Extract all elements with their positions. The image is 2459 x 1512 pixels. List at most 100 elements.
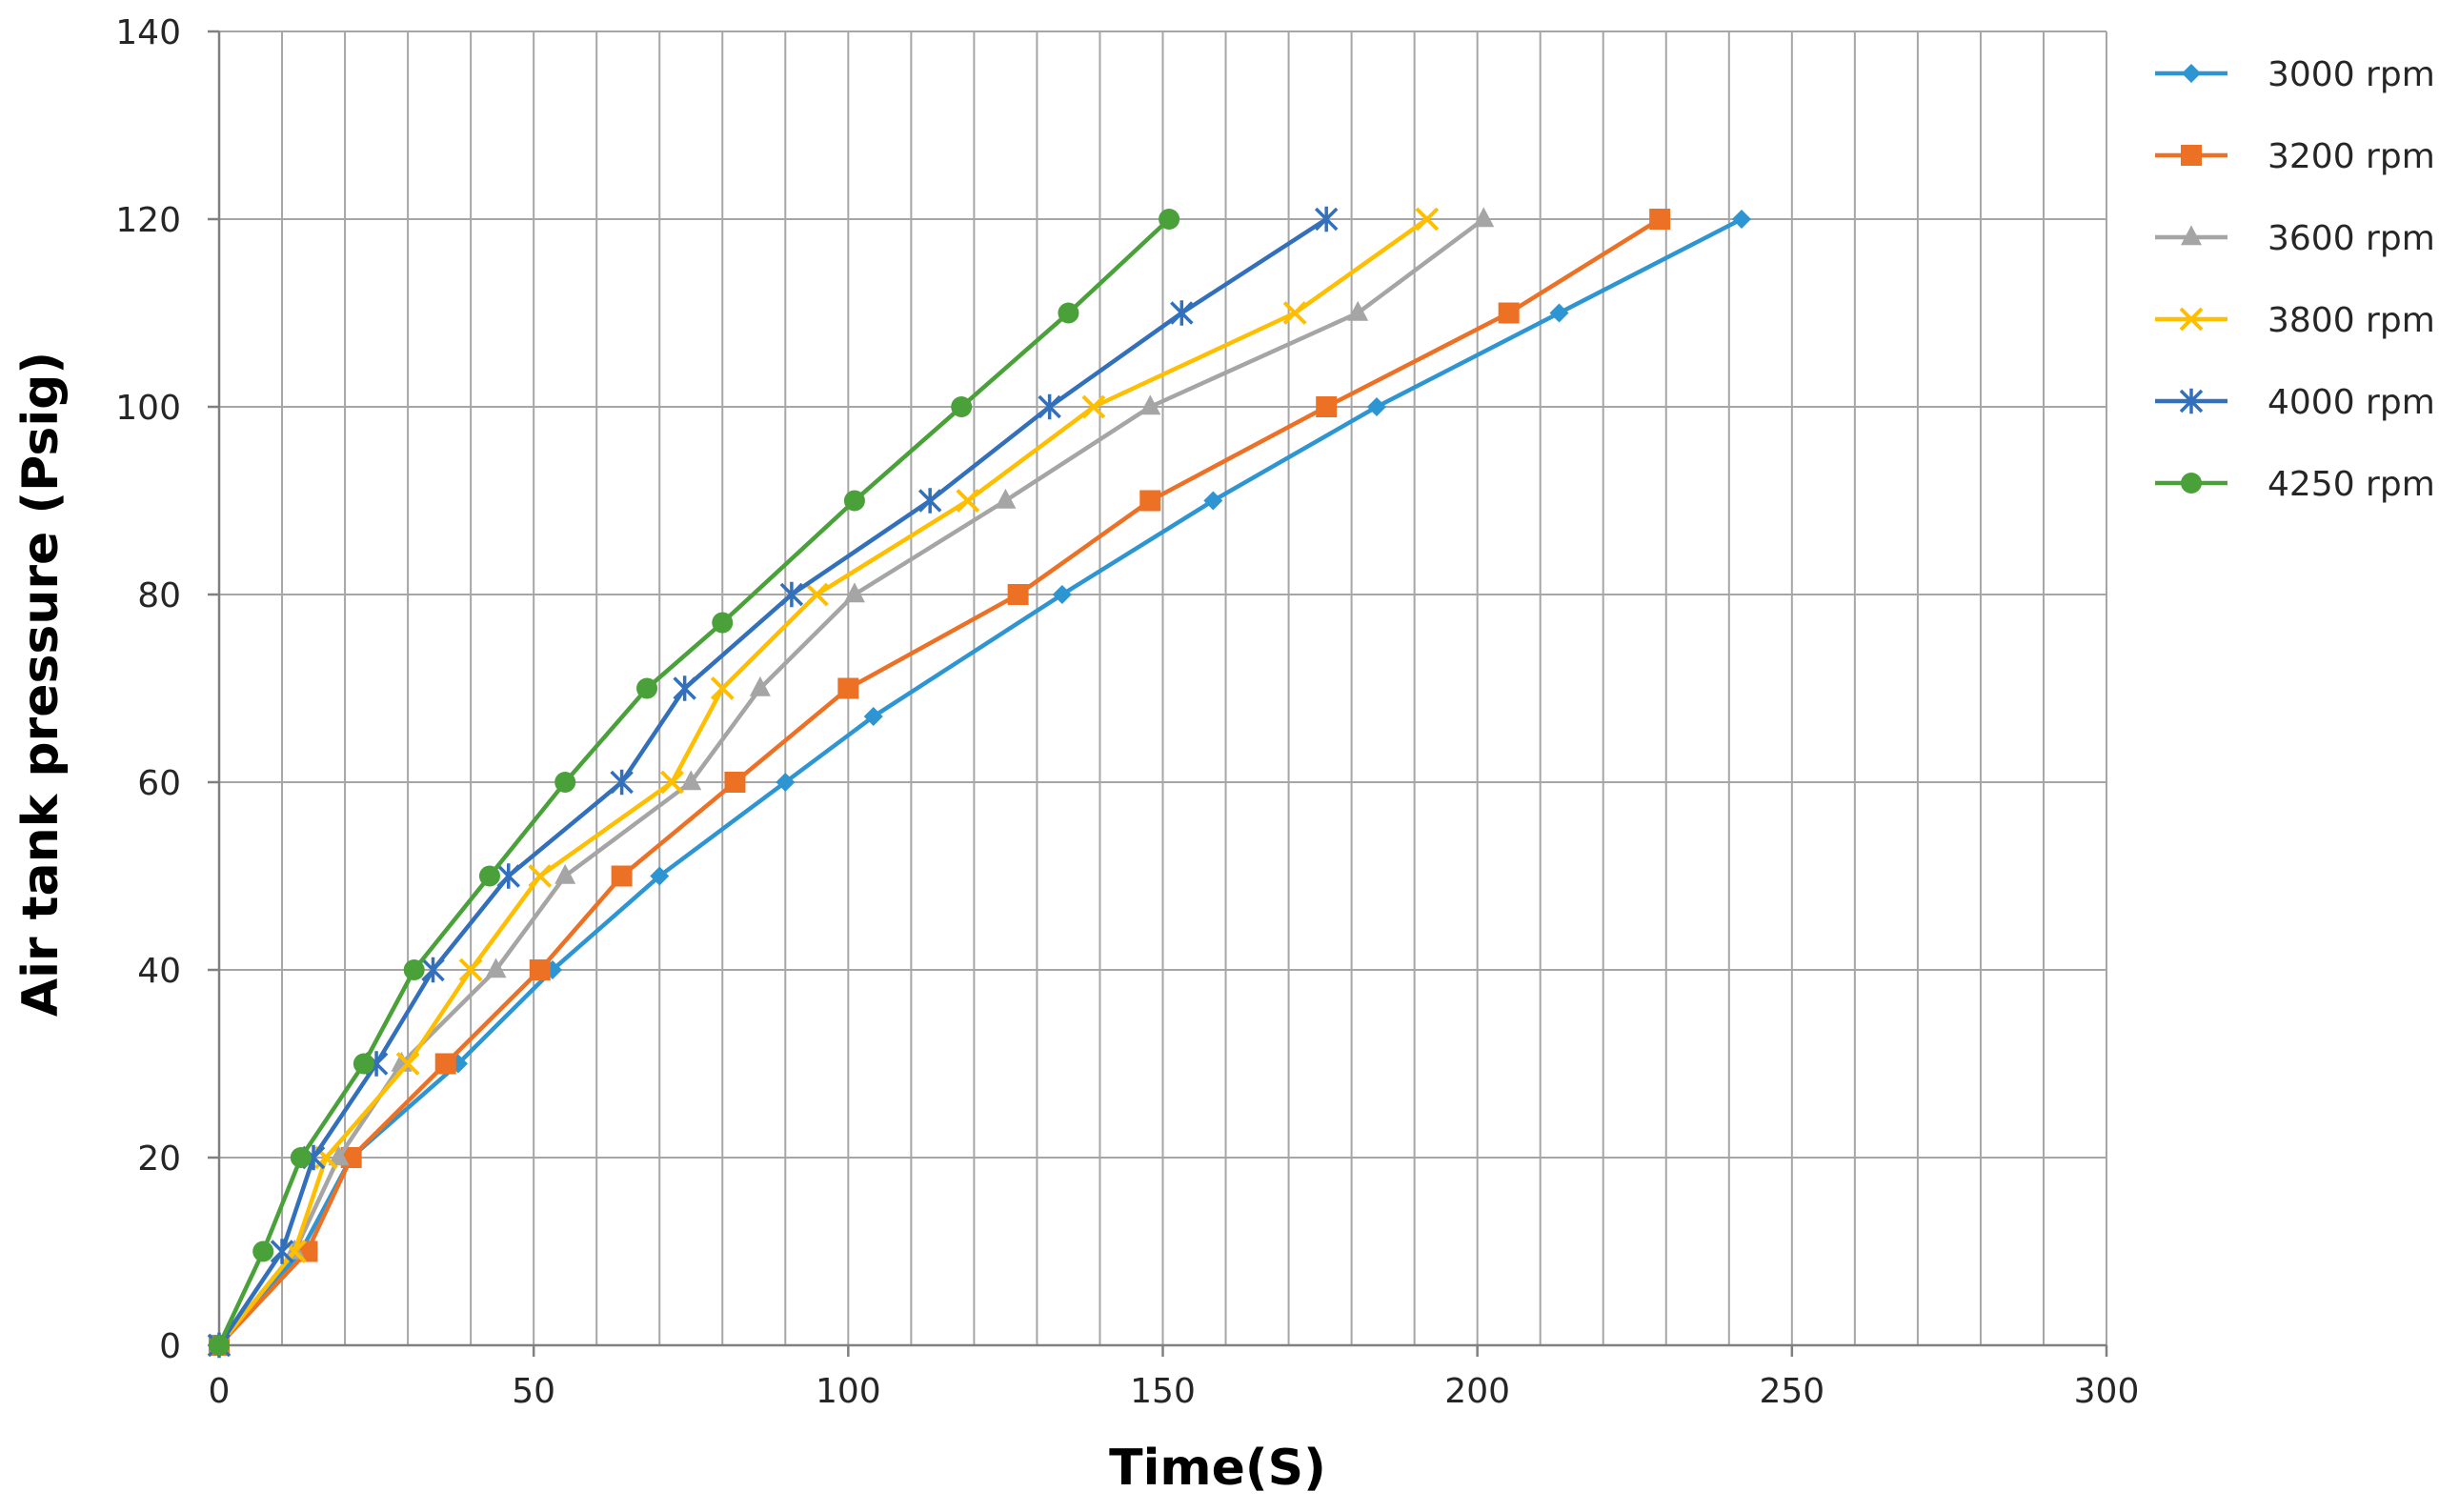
- data-point-square: [1139, 490, 1161, 512]
- y-tick-label: 120: [115, 201, 181, 240]
- data-point-square: [611, 865, 633, 887]
- x-tick-label: 200: [1444, 1372, 1510, 1411]
- data-point-asterisk: [1170, 300, 1194, 326]
- y-tick-label: 100: [115, 389, 181, 428]
- data-point-x: [528, 864, 553, 888]
- legend-label: 3200 rpm: [2268, 137, 2435, 176]
- legend-label: 3000 rpm: [2268, 55, 2435, 94]
- data-point-triangle: [749, 675, 771, 696]
- x-tick-label: 50: [512, 1372, 555, 1411]
- data-point-asterisk: [1314, 206, 1339, 232]
- data-point-circle: [209, 1335, 230, 1356]
- data-point-x: [458, 958, 483, 982]
- grid: [218, 30, 2107, 1346]
- data-point-asterisk: [421, 957, 445, 983]
- legend-label: 4000 rpm: [2268, 383, 2435, 422]
- y-tick-label: 80: [137, 576, 181, 615]
- series-3600-rpm: [209, 207, 1495, 1354]
- data-point-square: [1498, 302, 1520, 324]
- data-point-circle: [1159, 209, 1180, 230]
- data-point-asterisk: [496, 863, 520, 889]
- data-point-square: [529, 959, 551, 980]
- y-tick-label: 0: [159, 1327, 181, 1366]
- data-point-triangle: [843, 582, 865, 603]
- data-point-asterisk: [270, 1239, 294, 1264]
- data-point-x: [395, 1052, 420, 1076]
- data-point-square: [837, 677, 859, 699]
- data-point-circle: [1058, 302, 1079, 324]
- data-point-x: [1081, 394, 1106, 419]
- data-point-diamond: [1052, 585, 1072, 604]
- data-point-circle: [2181, 473, 2202, 494]
- data-point-x: [956, 489, 980, 513]
- data-point-square: [724, 772, 746, 793]
- legend-entry: 4250 rpm: [2155, 465, 2435, 504]
- data-point-square: [1649, 209, 1671, 230]
- x-tick-label: 300: [2074, 1372, 2140, 1411]
- data-point-x: [2179, 307, 2204, 332]
- x-axis-title: Time(S): [1109, 1440, 1326, 1497]
- axes: 0 50 100 150 200 250 300 0 20 40 60 80 100 120 140: [115, 13, 2139, 1411]
- legend-label: 3800 rpm: [2268, 301, 2435, 340]
- data-point-diamond: [1732, 210, 1752, 229]
- data-point-circle: [290, 1147, 312, 1168]
- data-point-diamond: [863, 707, 883, 727]
- data-point-circle: [403, 959, 425, 980]
- data-point-asterisk: [673, 675, 696, 701]
- data-point-diamond: [776, 773, 796, 792]
- data-point-circle: [636, 677, 658, 699]
- data-point-diamond: [2182, 64, 2201, 83]
- data-point-x: [1282, 301, 1307, 325]
- legend-entry: 3200 rpm: [2155, 137, 2435, 176]
- y-tick-label: 40: [137, 952, 181, 991]
- legend-entry: 3800 rpm: [2155, 301, 2435, 340]
- x-tick-label: 250: [1759, 1372, 1824, 1411]
- data-point-square: [434, 1053, 456, 1075]
- data-point-triangle: [680, 770, 702, 791]
- data-point-asterisk: [1038, 393, 1061, 420]
- data-point-diamond: [1549, 303, 1569, 323]
- x-tick-label: 0: [209, 1372, 231, 1411]
- data-point-circle: [843, 490, 865, 512]
- y-tick-label: 60: [137, 764, 181, 803]
- data-point-asterisk: [2179, 388, 2204, 414]
- data-point-triangle: [2181, 225, 2202, 246]
- data-point-triangle: [485, 958, 507, 978]
- data-point-triangle: [554, 863, 576, 884]
- legend-entry: 3000 rpm: [2155, 55, 2435, 94]
- data-point-diamond: [650, 866, 670, 886]
- legend-label: 4250 rpm: [2268, 465, 2435, 504]
- data-point-asterisk: [917, 488, 942, 514]
- data-point-asterisk: [610, 769, 634, 796]
- data-point-x: [660, 770, 684, 795]
- data-point-triangle: [1139, 394, 1161, 415]
- data-point-triangle: [995, 488, 1017, 509]
- legend-entry: 4000 rpm: [2155, 383, 2435, 422]
- data-point-square: [1316, 396, 1338, 417]
- x-tick-label: 100: [816, 1372, 881, 1411]
- data-point-circle: [951, 396, 973, 417]
- data-point-circle: [252, 1240, 274, 1262]
- data-point-asterisk: [779, 581, 804, 608]
- data-point-square: [2181, 145, 2202, 166]
- legend: 3000 rpm 3200 rpm 3600 rpm 3800 rpm 4000 rpm…: [2155, 55, 2435, 504]
- data-point-square: [1007, 584, 1029, 605]
- series-group: [207, 206, 1752, 1359]
- data-point-circle: [554, 772, 576, 793]
- y-axis-title: Air tank pressure (Psig): [12, 352, 70, 1017]
- data-point-x: [710, 676, 735, 700]
- x-tick-label: 150: [1130, 1372, 1196, 1411]
- y-tick-label: 20: [137, 1139, 181, 1179]
- data-point-circle: [478, 865, 500, 887]
- data-point-triangle: [328, 1145, 350, 1166]
- data-point-triangle: [1473, 207, 1495, 228]
- data-point-x: [1415, 207, 1440, 232]
- legend-entry: 3600 rpm: [2155, 219, 2435, 258]
- data-point-diamond: [1203, 491, 1223, 511]
- y-tick-label: 140: [115, 13, 181, 52]
- legend-label: 3600 rpm: [2268, 219, 2435, 258]
- data-point-circle: [712, 612, 734, 634]
- data-point-triangle: [1347, 300, 1369, 321]
- series-4250-rpm: [209, 209, 1180, 1356]
